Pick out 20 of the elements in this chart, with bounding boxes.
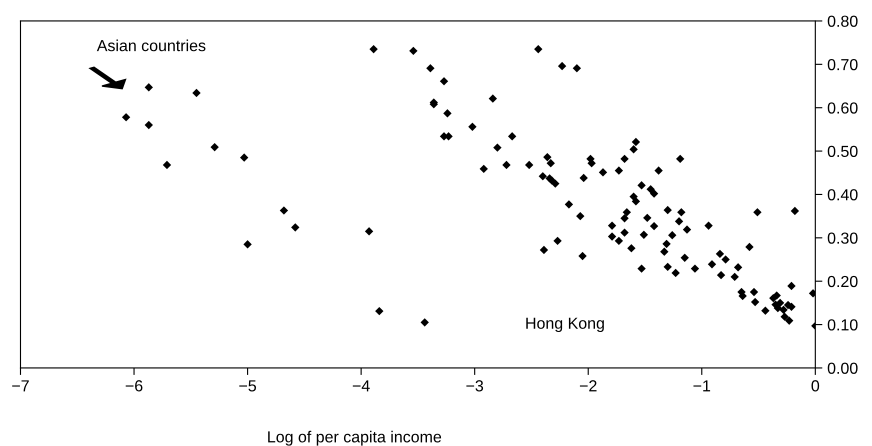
x-axis-title: Log of per capita income [268, 430, 442, 446]
annotation: Asian countries [96, 40, 206, 52]
y-tick-label: 0.50 [828, 146, 858, 158]
y-tick-label: 0.00 [828, 362, 858, 374]
x-tick-label: −2 [580, 380, 597, 392]
y-tick-label: 0.70 [828, 58, 858, 70]
x-tick-label: −1 [693, 380, 710, 392]
annotation: Hong Kong [526, 318, 604, 332]
y-tick-label: 0.30 [828, 232, 858, 244]
y-tick-label: 0.10 [828, 319, 858, 331]
x-tick-label: −7 [12, 380, 29, 392]
x-tick-label: −6 [126, 380, 142, 392]
x-tick-label: 0 [812, 380, 820, 392]
y-tick-label: 0.20 [828, 276, 858, 288]
y-tick-label: 0.80 [828, 16, 858, 27]
x-tick-label: −4 [352, 380, 370, 392]
x-tick-label: −3 [466, 380, 484, 392]
y-tick-label: 0.40 [828, 189, 858, 200]
x-tick-label: −5 [239, 380, 256, 392]
y-tick-label: 0.60 [828, 102, 858, 114]
